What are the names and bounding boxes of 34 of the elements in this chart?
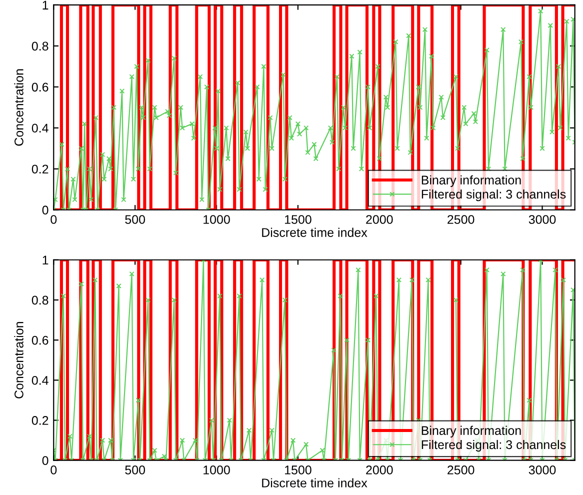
- x-tick-label: 0: [50, 215, 57, 224]
- x-tick-label: 2500: [448, 215, 474, 224]
- y-tick-label: 0.4: [32, 376, 48, 385]
- y-tick-label: 0.4: [32, 124, 48, 133]
- x-tick-label: 1000: [204, 466, 230, 474]
- x-axis-title: Discrete time index: [262, 478, 368, 488]
- y-tick-label: 0.8: [32, 296, 48, 305]
- x-tick-label: 500: [125, 466, 146, 474]
- x-tick-label: 1000: [204, 215, 230, 224]
- legend-label: Filtered signal: 3 channels: [422, 189, 566, 202]
- y-tick-label: 0: [42, 206, 48, 215]
- y-tick-label: 0: [42, 456, 48, 465]
- y-tick-label: 0.8: [32, 42, 48, 51]
- x-tick-label: 0: [50, 466, 57, 474]
- x-tick-label: 500: [125, 215, 146, 224]
- x-axis-title: Discrete time index: [262, 228, 368, 237]
- x-tick-label: 2000: [366, 466, 393, 474]
- y-axis-title: Concentration: [14, 69, 24, 146]
- y-tick-label: 0.2: [32, 416, 48, 425]
- x-tick-label: 3000: [528, 215, 556, 224]
- y-tick-label: 1: [42, 0, 48, 10]
- y-tick-label: 0.6: [32, 82, 48, 92]
- x-tick-label: 2000: [366, 215, 393, 224]
- legend-label: Binary information: [422, 426, 521, 438]
- legend-label: Binary information: [422, 175, 521, 187]
- x-tick-label: 3000: [528, 466, 556, 474]
- x-tick-label: 1500: [285, 215, 312, 224]
- x-tick-label: 1500: [285, 466, 312, 474]
- y-tick-label: 0.6: [32, 336, 48, 345]
- y-axis-title: Concentration: [14, 322, 24, 398]
- y-tick-label: 0.2: [32, 164, 48, 174]
- x-tick-label: 2500: [448, 466, 474, 474]
- y-tick-label: 1: [42, 256, 48, 264]
- legend-label: Filtered signal: 3 channels: [422, 440, 566, 452]
